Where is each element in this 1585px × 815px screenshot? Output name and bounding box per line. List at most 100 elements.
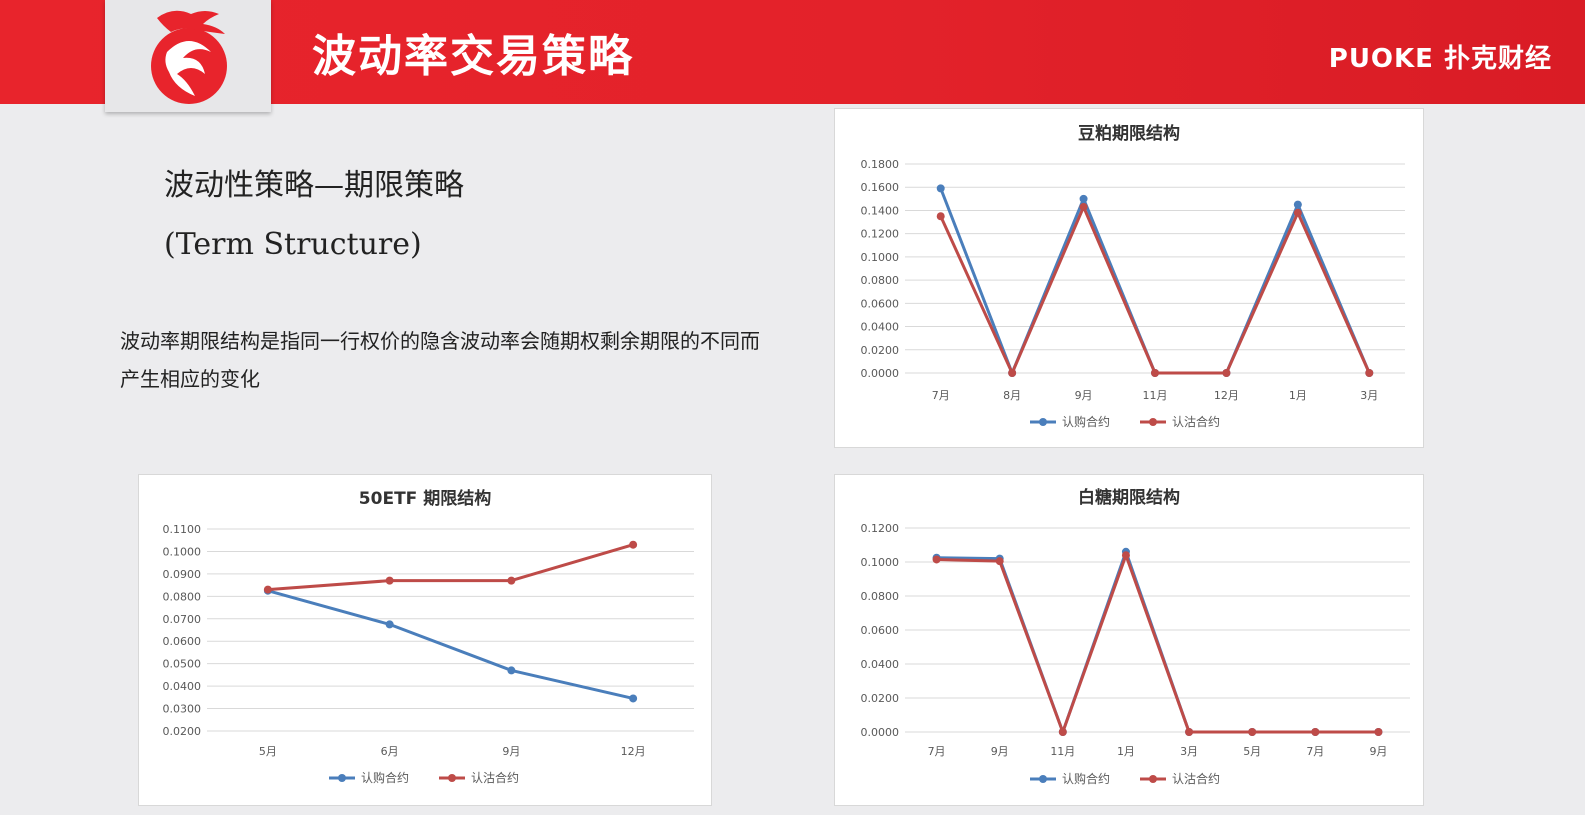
x-tick-label: 5月 <box>259 745 277 758</box>
data-point <box>385 620 394 629</box>
y-tick-label: 0.1000 <box>861 556 900 569</box>
data-point <box>932 555 941 564</box>
header-bar: 波动率交易策略 PUOKE 扑克财经 <box>0 0 1585 112</box>
data-point <box>1185 728 1194 736</box>
legend-marker <box>338 774 346 782</box>
page-title: 波动率交易策略 <box>312 31 634 82</box>
x-tick-label: 7月 <box>932 389 950 402</box>
series-line <box>939 187 1371 375</box>
y-tick-label: 0.0800 <box>861 590 900 603</box>
legend-marker <box>1039 418 1047 426</box>
description-text: 波动率期限结构是指同一行权价的隐含波动率会随期权剩余期限的不同而产生相应的变化 <box>120 329 760 391</box>
chart-title: 白糖期限结构 <box>1078 487 1180 508</box>
legend-label: 认沽合约 <box>471 770 519 785</box>
data-point <box>1008 369 1017 377</box>
legend-marker <box>448 774 456 782</box>
data-point <box>1079 194 1088 203</box>
x-tick-label: 12月 <box>621 745 646 758</box>
y-tick-label: 0.0500 <box>163 658 202 671</box>
x-tick-label: 6月 <box>381 745 399 758</box>
x-tick-label: 3月 <box>1180 745 1198 758</box>
x-tick-label: 1月 <box>1289 389 1307 402</box>
x-tick-label: 8月 <box>1003 389 1021 402</box>
data-point <box>1079 202 1088 211</box>
data-point <box>629 540 638 549</box>
data-point <box>507 666 516 675</box>
y-tick-label: 0.0400 <box>861 321 900 334</box>
y-tick-label: 0.0800 <box>163 590 202 603</box>
y-tick-label: 0.0700 <box>163 613 202 626</box>
x-tick-label: 9月 <box>1369 745 1387 758</box>
data-point <box>995 557 1004 566</box>
legend-label: 认沽合约 <box>1172 771 1220 786</box>
legend-label: 认购合约 <box>361 770 409 785</box>
y-tick-label: 0.0000 <box>861 726 900 739</box>
data-point <box>385 576 394 585</box>
logo-box <box>105 0 271 112</box>
data-point <box>1365 369 1374 377</box>
y-tick-label: 0.0600 <box>163 635 202 648</box>
x-tick-label: 9月 <box>502 745 520 758</box>
y-tick-label: 0.0200 <box>163 725 202 738</box>
x-tick-label: 1月 <box>1117 745 1135 758</box>
legend-label: 认沽合约 <box>1172 414 1220 429</box>
y-tick-label: 0.0200 <box>861 692 900 705</box>
soymeal-chart-svg: 豆粕期限结构 0.0000 0.0200 0.0400 0.0600 0.0800 0.10… <box>861 123 1405 429</box>
section-title: 波动性策略—期限策略 <box>164 168 464 203</box>
data-point <box>1151 369 1159 377</box>
data-point <box>1248 728 1257 736</box>
y-tick-label: 0.0900 <box>163 568 202 581</box>
data-point <box>936 212 945 221</box>
y-tick-label: 0.0000 <box>861 367 900 380</box>
x-tick-label: 7月 <box>1306 745 1324 758</box>
etf50-chart: 50ETF 期限结构 0.0200 0.0300 0.0400 0.0500 0.0600… <box>138 474 712 806</box>
x-tick-label: 7月 <box>928 745 946 758</box>
y-tick-label: 0.1800 <box>861 158 900 171</box>
x-tick-label: 5月 <box>1243 745 1261 758</box>
x-tick-label: 11月 <box>1050 745 1075 758</box>
y-tick-label: 0.0300 <box>163 703 202 716</box>
y-tick-label: 0.1100 <box>163 523 202 536</box>
y-tick-label: 0.0600 <box>861 297 900 310</box>
data-point <box>629 694 638 703</box>
x-tick-label: 9月 <box>1075 389 1093 402</box>
data-point <box>1293 200 1302 209</box>
sugar-chart: 白糖期限结构 0.0000 0.0200 0.0400 0.0600 0.0800 0.10… <box>834 474 1424 806</box>
x-tick-label: 3月 <box>1360 389 1378 402</box>
y-tick-label: 0.1400 <box>861 204 900 217</box>
y-tick-label: 0.0800 <box>861 274 900 287</box>
x-tick-label: 11月 <box>1143 389 1168 402</box>
series-line <box>939 205 1371 375</box>
dragon-logo-icon <box>151 10 227 104</box>
legend-marker <box>1039 775 1047 783</box>
series-line <box>267 589 634 700</box>
series-line <box>936 553 1379 734</box>
data-point <box>1374 728 1383 736</box>
legend-label: 认购合约 <box>1062 771 1110 786</box>
section-subtitle: (Term Structure) <box>164 227 422 262</box>
brand-logo: PUOKE 扑克财经 <box>1328 44 1552 74</box>
soymeal-chart: 豆粕期限结构 0.0000 0.0200 0.0400 0.0600 0.0800 0.10… <box>834 108 1424 448</box>
y-tick-label: 0.1000 <box>163 545 202 558</box>
data-point <box>1222 369 1231 377</box>
y-tick-label: 0.1200 <box>861 228 900 241</box>
y-tick-label: 0.0400 <box>861 658 900 671</box>
data-point <box>1311 728 1320 736</box>
chart-title: 50ETF 期限结构 <box>359 488 491 509</box>
legend-label: 认购合约 <box>1062 414 1110 429</box>
sugar-chart-svg: 白糖期限结构 0.0000 0.0200 0.0400 0.0600 0.0800 0.10… <box>861 487 1410 786</box>
y-tick-label: 0.1000 <box>861 251 900 264</box>
series-line <box>267 543 634 592</box>
legend-marker <box>1149 418 1157 426</box>
y-tick-label: 0.1200 <box>861 522 900 535</box>
legend-marker <box>1149 775 1157 783</box>
data-point <box>1293 208 1302 217</box>
data-point <box>936 184 945 193</box>
y-tick-label: 0.0600 <box>861 624 900 637</box>
chart-title: 豆粕期限结构 <box>1078 123 1180 144</box>
y-tick-label: 0.1600 <box>861 181 900 194</box>
y-tick-label: 0.0400 <box>163 680 202 693</box>
data-point <box>1121 551 1130 560</box>
x-tick-label: 9月 <box>991 745 1009 758</box>
etf50-chart-svg: 50ETF 期限结构 0.0200 0.0300 0.0400 0.0500 0.0600… <box>163 488 694 785</box>
